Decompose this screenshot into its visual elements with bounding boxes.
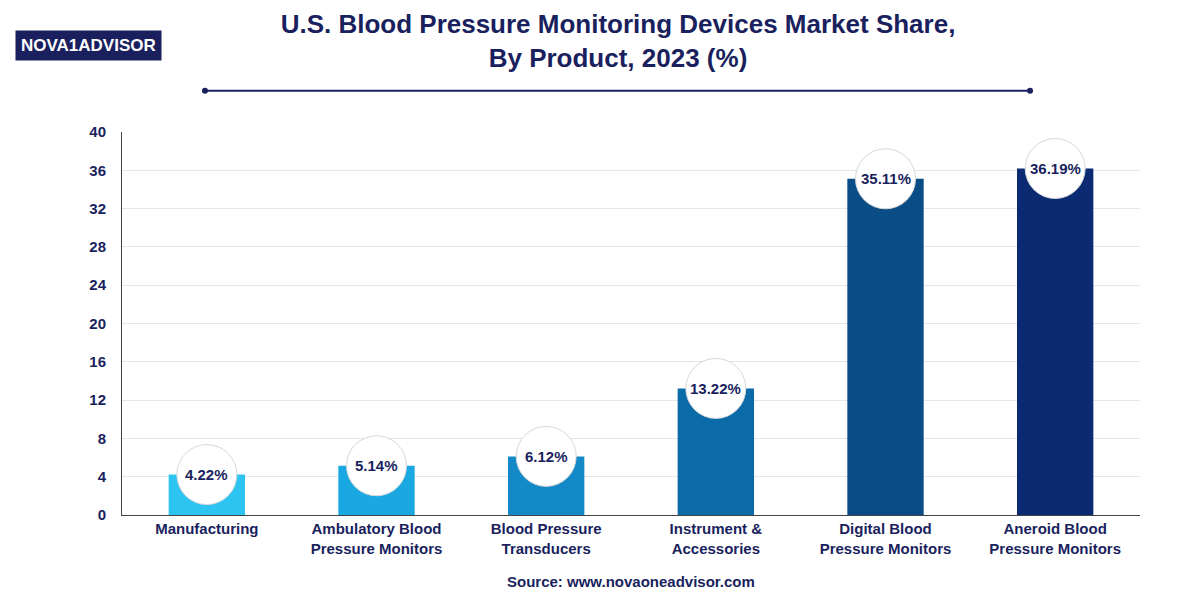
svg-text:35.11%: 35.11%: [861, 170, 911, 187]
svg-text:Manufacturing: Manufacturing: [155, 520, 258, 537]
svg-text:Ambulatory BloodPressure Monit: Ambulatory BloodPressure Monitors: [311, 520, 443, 557]
svg-text:4: 4: [98, 468, 107, 485]
svg-text:NOVA1ADVISOR: NOVA1ADVISOR: [21, 36, 156, 55]
svg-text:32: 32: [89, 200, 106, 217]
svg-text:0: 0: [98, 506, 106, 523]
svg-text:16: 16: [89, 353, 106, 370]
svg-text:8: 8: [98, 430, 106, 447]
svg-text:12: 12: [89, 391, 106, 408]
svg-text:24: 24: [89, 276, 106, 293]
svg-text:28: 28: [89, 238, 106, 255]
svg-text:Aneroid BloodPressure Monitors: Aneroid BloodPressure Monitors: [989, 520, 1121, 557]
svg-text:6.12%: 6.12%: [525, 448, 568, 465]
svg-text:Blood PressureTransducers: Blood PressureTransducers: [491, 520, 602, 557]
svg-text:Source: www.novaoneadvisor.com: Source: www.novaoneadvisor.com: [507, 573, 755, 590]
svg-text:40: 40: [89, 123, 106, 140]
svg-text:36: 36: [89, 162, 106, 179]
svg-text:13.22%: 13.22%: [690, 380, 741, 397]
svg-text:Instrument &Accessories: Instrument &Accessories: [670, 520, 763, 557]
svg-text:Digital BloodPressure Monitors: Digital BloodPressure Monitors: [820, 520, 952, 557]
svg-text:20: 20: [89, 315, 106, 332]
svg-text:U.S. Blood Pressure Monitoring: U.S. Blood Pressure Monitoring Devices M…: [281, 9, 956, 73]
svg-text:4.22%: 4.22%: [185, 466, 228, 483]
svg-text:36.19%: 36.19%: [1030, 160, 1081, 177]
svg-text:5.14%: 5.14%: [355, 457, 398, 474]
